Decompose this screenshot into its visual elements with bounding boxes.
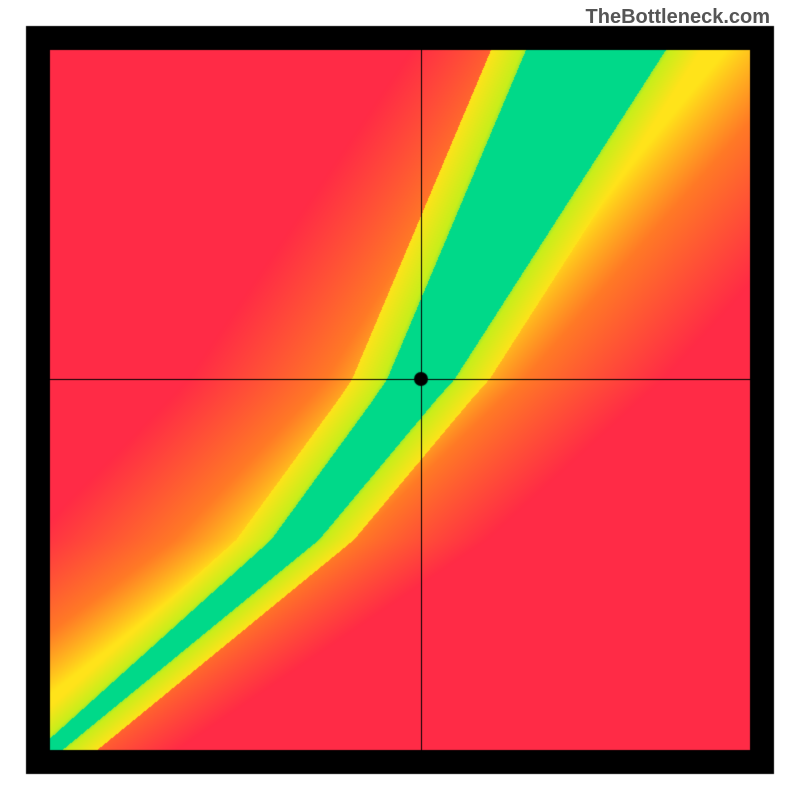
bottleneck-heatmap <box>0 0 800 800</box>
watermark-text: TheBottleneck.com <box>586 6 770 29</box>
chart-root: TheBottleneck.com <box>0 0 800 800</box>
